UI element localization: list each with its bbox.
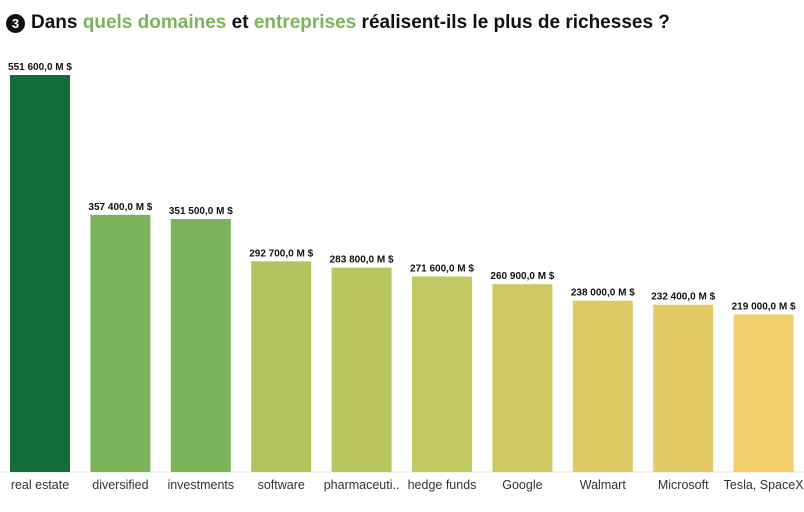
category-label-8: Microsoft [658,478,709,492]
value-labels-group: 551 600,0 M $ 357 400,0 M $ 351 500,0 M $ 2… [8,62,796,312]
bar-6 [492,284,553,472]
title-segment-2: et [226,12,254,33]
category-label-1: diversified [92,478,148,492]
category-label-0: real estate [11,478,69,492]
category-label-7: Walmart [580,478,627,492]
title-segment-0: Dans [31,12,83,33]
value-label-0: 551 600,0 M $ [8,62,72,73]
bar-5 [412,276,472,472]
value-label-8: 232 400,0 M $ [651,292,715,303]
bars-group [10,75,794,473]
bar-4 [331,267,392,472]
category-label-5: hedge funds [408,478,477,492]
title-segment-4: réalisent-ils le plus de richesses ? [356,12,670,33]
value-label-2: 351 500,0 M $ [169,206,233,217]
value-label-1: 357 400,0 M $ [88,202,152,213]
value-label-9: 219 000,0 M $ [732,301,796,312]
title-segment-1: quels domaines [82,12,227,33]
bar-7 [572,300,633,472]
value-label-3: 292 700,0 M $ [249,248,313,259]
category-label-9: Tesla, SpaceX [724,478,804,492]
bar-1 [90,214,151,473]
category-label-3: software [258,478,305,492]
title-number-badge: 3 [6,13,25,33]
category-labels-group: real estate diversified investments softwar… [11,478,804,492]
value-label-5: 271 600,0 M $ [410,264,474,275]
value-label-7: 238 000,0 M $ [571,288,635,299]
value-label-6: 260 900,0 M $ [490,271,554,282]
category-label-6: Google [502,478,542,492]
category-label-4: pharmaceuti.. [324,478,400,492]
value-label-4: 283 800,0 M $ [330,255,394,266]
bar-9 [733,314,794,472]
bar-2 [170,219,231,472]
chart-title: 3 Dans quels domaines et entreprises réa… [6,9,670,37]
bar-3 [251,261,312,472]
category-label-2: investments [167,478,234,492]
bar-0 [10,75,70,472]
bar-8 [653,304,714,472]
title-segment-3: entreprises [253,12,357,33]
